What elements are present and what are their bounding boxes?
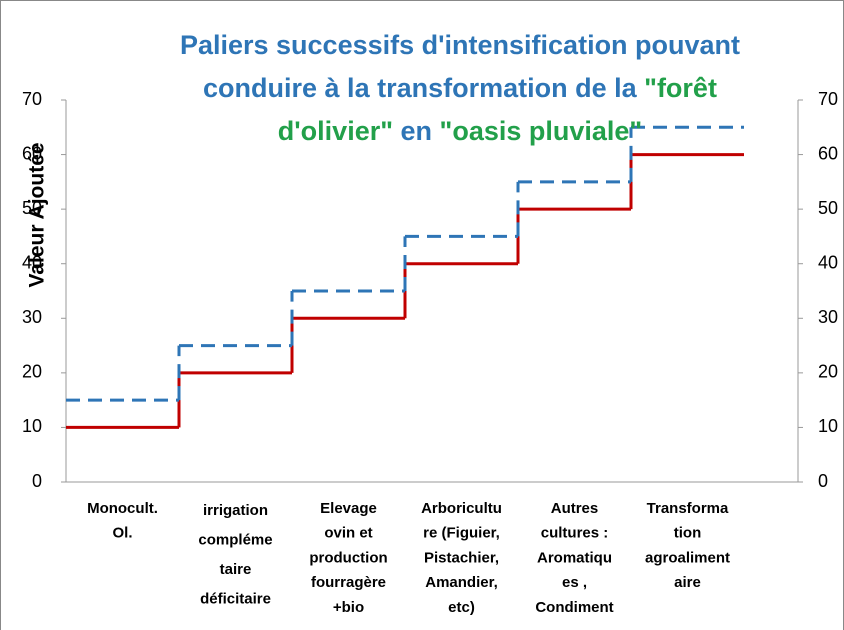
x-tick-label-line: re (Figuier, [423, 525, 500, 542]
x-tick-label: Autres cultures : Aromatiqu es , Condiment [535, 500, 613, 616]
y2-tick-label: 70 [818, 89, 838, 109]
chart-title-part: conduire à la transformation de la [203, 73, 644, 103]
x-tick-label: Elevage ovin et production fourragère +bio [309, 500, 387, 616]
chart-title: conduire à la transformation de la "forê… [203, 73, 717, 103]
x-tick-label-line: déficitaire [200, 590, 271, 607]
chart-title-part: "forêt [644, 73, 717, 103]
y2-tick-label: 60 [818, 143, 838, 163]
y2-tick-label: 40 [818, 252, 838, 272]
x-tick-label-line: Monocult. [87, 500, 158, 517]
y-tick-label: 30 [22, 307, 42, 327]
x-tick-label-line: Autres [551, 500, 599, 517]
x-tick-label-line: fourragère [311, 574, 386, 591]
y-tick-label: 40 [22, 252, 42, 272]
y-tick-label: 50 [22, 198, 42, 218]
y2-tick-label: 30 [818, 307, 838, 327]
x-tick-label-line: agroaliment [645, 549, 730, 566]
x-tick-label-line: cultures : [541, 525, 609, 542]
x-tick-label-line: ovin et [324, 525, 372, 542]
y-tick-label: 20 [22, 362, 42, 382]
y-axis-label: Valeur Ajoutée [26, 142, 49, 287]
x-tick-label-line: Ol. [112, 525, 132, 542]
chart-title-part: d'olivier" [278, 116, 393, 146]
x-tick-label-line: Arboricultu [421, 500, 502, 517]
x-tick-label-line: es , [562, 574, 587, 591]
x-tick-label-line: Transforma [647, 500, 729, 517]
x-tick-label-line: aire [674, 574, 701, 591]
x-tick-label-line: Elevage [320, 500, 377, 517]
y2-tick-label: 0 [818, 471, 828, 491]
x-tick-label-line: irrigation [203, 502, 268, 519]
chart-title-part: Paliers successifs d'intensification pou… [180, 30, 740, 60]
x-tick-label-line: Aromatiqu [537, 549, 612, 566]
x-tick-label-line: compléme [198, 531, 272, 548]
chart-title-part: en [393, 116, 440, 146]
chart-title: d'olivier" en "oasis pluviale" [278, 116, 642, 146]
y-tick-label: 0 [32, 471, 42, 491]
x-tick-label-line: Amandier, [425, 574, 498, 591]
y-tick-label: 10 [22, 416, 42, 436]
x-tick-label-line: +bio [333, 599, 364, 616]
x-tick-label: Transforma tion agroaliment aire [645, 500, 730, 591]
y2-tick-label: 20 [818, 362, 838, 382]
x-tick-label-line: production [309, 549, 387, 566]
x-tick-label-line: Condiment [535, 599, 613, 616]
chart-title: Paliers successifs d'intensification pou… [180, 30, 740, 60]
chart-title-part: "oasis pluviale" [440, 116, 643, 146]
x-tick-label-line: tion [674, 525, 702, 542]
x-tick-label: Monocult. Ol. [87, 500, 158, 542]
x-tick-label: irrigation compléme taire déficitaire [198, 502, 272, 608]
y2-tick-label: 50 [818, 198, 838, 218]
y-tick-label: 60 [22, 143, 42, 163]
x-tick-label-line: Pistachier, [424, 549, 499, 566]
x-tick-label-line: taire [220, 561, 252, 578]
y2-tick-label: 10 [818, 416, 838, 436]
y-tick-label: 70 [22, 89, 42, 109]
x-tick-label: Arboricultu re (Figuier, Pistachier, Amandi… [421, 500, 502, 616]
x-tick-label-line: etc) [448, 599, 475, 616]
